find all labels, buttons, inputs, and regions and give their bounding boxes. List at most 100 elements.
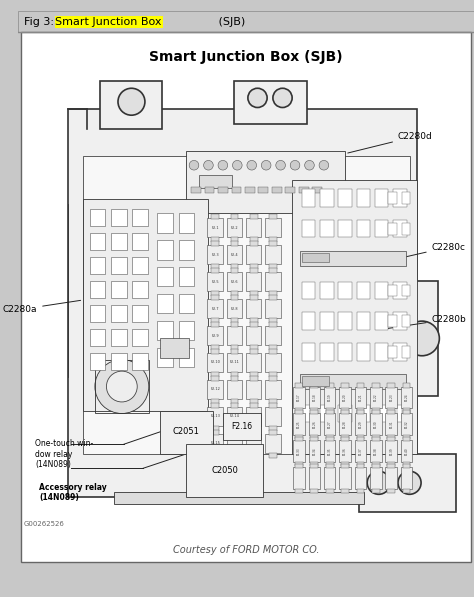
Bar [90,329,106,346]
Circle shape [276,161,285,170]
Bar [111,257,127,274]
Bar [320,189,334,207]
Bar [388,315,397,327]
Bar [302,189,315,207]
Bar [179,267,194,287]
Bar [310,435,318,439]
Bar [310,410,318,414]
Bar [157,240,173,260]
Text: F2.35: F2.35 [328,447,332,455]
Bar [359,454,456,512]
Bar [326,488,334,493]
Bar [211,241,219,246]
Bar [310,488,318,493]
Bar [223,414,261,441]
Bar [199,175,232,188]
Bar [90,304,106,322]
Bar [211,430,219,435]
Bar [18,11,474,32]
Text: F2.26: F2.26 [312,420,316,428]
Bar [230,238,238,242]
Bar [341,461,349,466]
Bar [372,383,380,387]
Bar [372,488,380,493]
Bar [393,189,407,207]
Bar [250,453,257,458]
Bar [230,268,238,273]
Bar [179,294,194,313]
Text: F2.30: F2.30 [374,420,378,428]
Bar [320,220,334,238]
Bar [95,359,149,414]
Bar [341,436,349,441]
Bar [265,433,281,453]
Bar [269,318,277,323]
Bar [324,414,336,435]
Bar [227,326,242,345]
Bar [302,405,315,422]
Bar [258,187,268,193]
Bar [403,410,410,414]
Bar [387,408,395,413]
Bar [372,410,380,414]
Text: C2280a: C2280a [3,300,81,314]
Bar [132,304,148,322]
Bar [388,192,397,204]
Circle shape [261,161,271,170]
Circle shape [189,161,199,170]
Text: F2.17: F2.17 [297,393,301,401]
Bar [295,408,303,413]
Bar [211,295,219,300]
Bar [211,268,219,273]
Bar [326,408,334,413]
Bar [356,189,370,207]
Bar [320,405,334,422]
Bar [269,295,277,300]
Bar [227,407,242,426]
Text: Fig 3:: Fig 3: [24,17,57,27]
Text: F2.7: F2.7 [211,307,219,310]
Bar [250,318,257,323]
Bar [356,408,365,413]
Bar [339,467,351,488]
Bar [385,441,397,461]
Text: F2.18: F2.18 [312,393,316,401]
Bar [375,189,388,207]
Bar [295,383,303,387]
Bar [356,463,365,468]
Text: F2.3: F2.3 [211,253,219,257]
Text: F2.15: F2.15 [210,441,220,445]
Circle shape [398,471,421,494]
Bar [269,399,277,404]
Bar [393,312,407,330]
Bar [230,430,238,435]
Bar [250,403,257,408]
Bar [227,299,242,318]
Text: F2.21: F2.21 [358,393,363,401]
Bar [326,435,334,439]
Bar [208,299,223,318]
Bar [356,436,365,441]
Bar [338,189,352,207]
Bar [402,346,410,358]
Bar [235,81,307,124]
Bar [310,408,318,413]
Bar [90,257,106,274]
Bar [388,346,397,358]
Bar [269,403,277,408]
Bar [338,220,352,238]
Bar [211,426,219,431]
Bar [211,345,219,350]
Bar [230,376,238,381]
Bar [402,408,410,419]
Text: F2.23: F2.23 [389,393,393,401]
Bar [387,488,395,493]
Bar [310,461,318,466]
Bar [375,343,388,361]
Bar [355,414,366,435]
Bar [403,436,410,441]
Bar [372,463,380,468]
Bar [302,312,315,330]
Bar [211,349,219,354]
Text: F2.25: F2.25 [297,420,301,428]
